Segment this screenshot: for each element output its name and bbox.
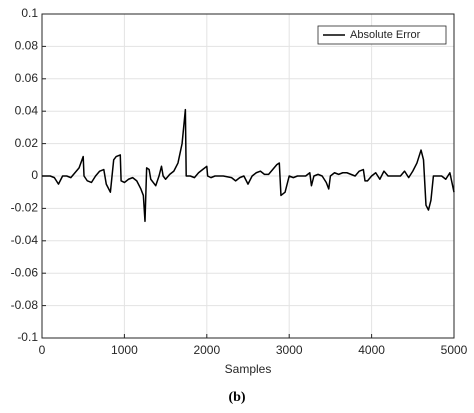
y-tick-label: -0.02 — [11, 201, 39, 215]
legend-label: Absolute Error — [350, 29, 421, 41]
x-tick-label: 2000 — [193, 343, 220, 357]
x-tick-label: 5000 — [441, 343, 468, 357]
y-tick-label: 0.06 — [15, 71, 39, 85]
y-tick-label: 0.02 — [15, 136, 39, 150]
data-line — [42, 108, 455, 223]
y-tick-label: 0.04 — [15, 103, 39, 117]
y-tick-label: -0.04 — [11, 233, 39, 247]
y-tick-label: -0.08 — [11, 298, 39, 312]
x-tick-label: 0 — [39, 343, 46, 357]
y-tick-label: 0.08 — [15, 39, 39, 53]
y-tick-label: 0 — [31, 168, 38, 182]
y-tick-label: -0.06 — [11, 265, 39, 279]
legend-box — [317, 25, 447, 45]
x-axis-label: Samples — [225, 362, 272, 376]
x-tick-label: 3000 — [276, 343, 303, 357]
y-tick-label: -0.1 — [17, 330, 38, 344]
x-tick-label: 1000 — [111, 343, 138, 357]
caption: (b) — [228, 390, 245, 405]
x-tick-label: 4000 — [358, 343, 385, 357]
y-tick-label: 0.1 — [21, 6, 38, 20]
